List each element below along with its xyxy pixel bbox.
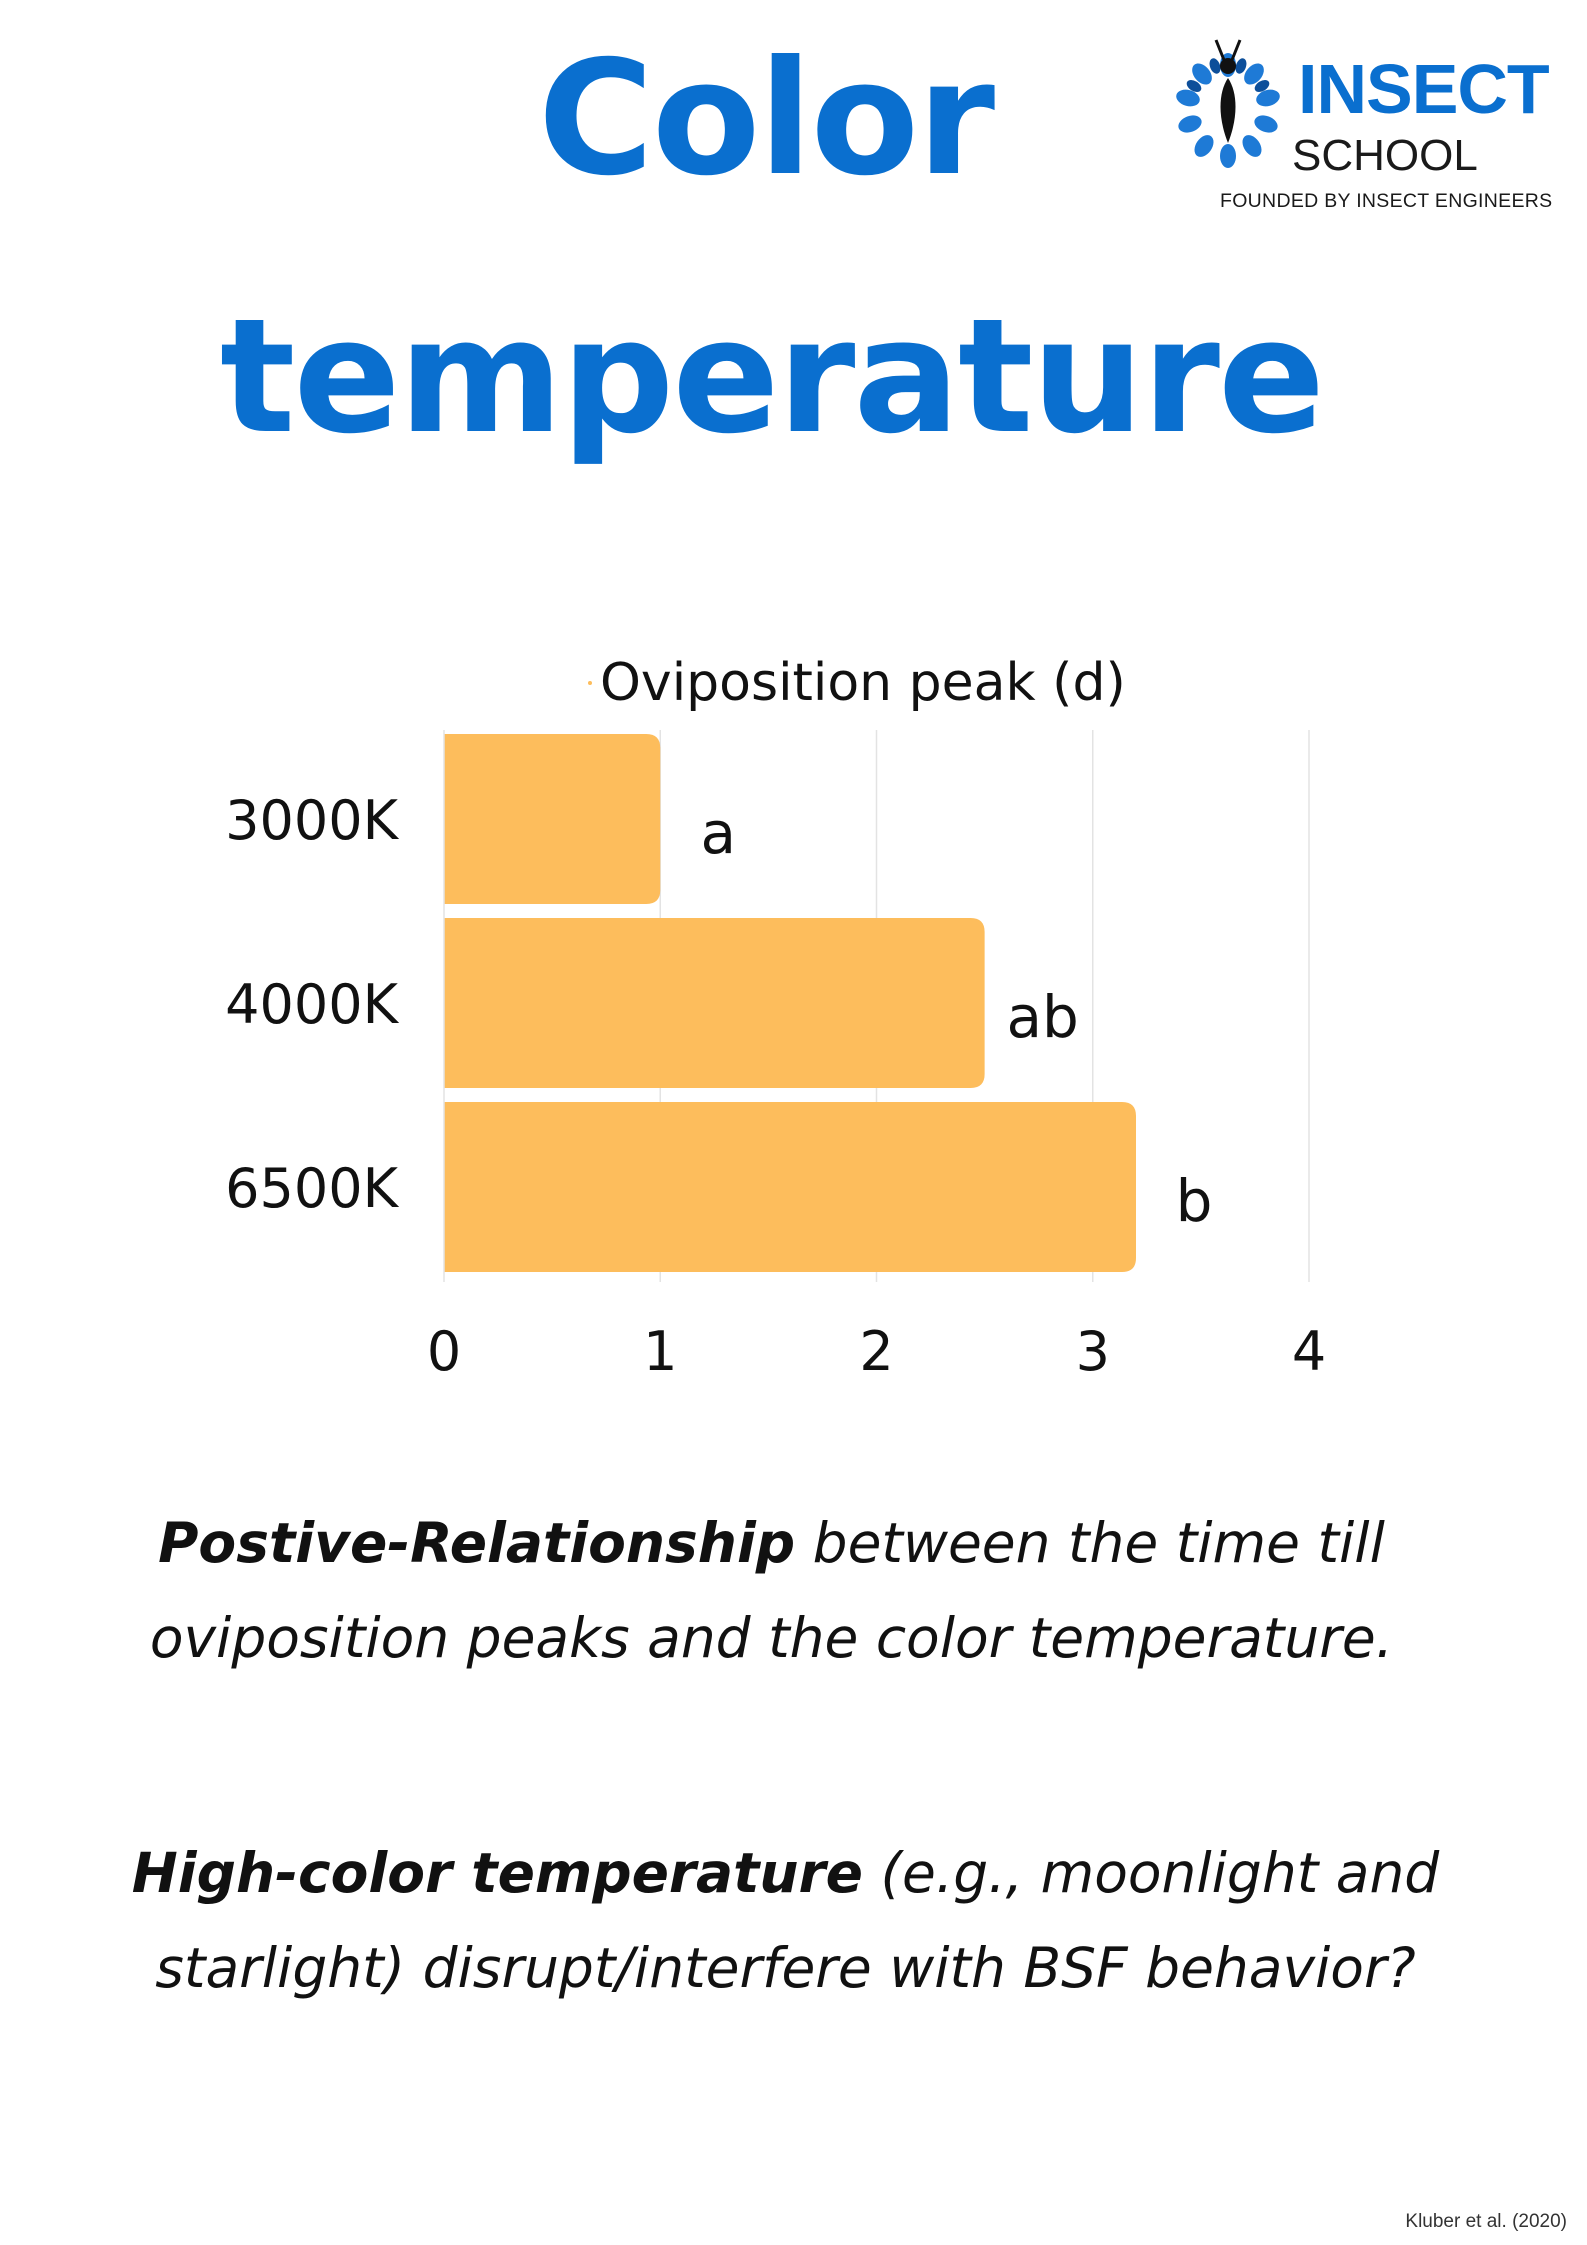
data-label: b	[1176, 1167, 1213, 1235]
bar-4000K	[444, 918, 985, 1088]
insect-school-logo: INSECT SCHOOL FOUNDED BY INSECT ENGINEER…	[1158, 18, 1578, 218]
category-label: 4000K	[225, 973, 399, 1036]
data-label: ab	[1006, 983, 1078, 1051]
category-label: 3000K	[225, 789, 399, 852]
note-2-emphasis: High-color temperature	[131, 1841, 863, 1905]
category-label: 6500K	[225, 1157, 399, 1220]
note-2-text-a: (e.g., moonlight and	[863, 1841, 1440, 1905]
page-title-line-2: temperature	[219, 285, 1325, 469]
note-1-text-a: between the time till	[795, 1511, 1385, 1575]
bar-6500K	[444, 1102, 1136, 1272]
x-tick-label: 4	[1292, 1320, 1326, 1380]
legend-label: Oviposition peak (d)	[600, 653, 1126, 713]
finding-note-1: Postive-Relationship between the time ti…	[0, 1496, 1565, 1686]
x-tick-label: 3	[1076, 1320, 1110, 1380]
page-title-line-1: Color	[537, 27, 995, 211]
logo-school-text: SCHOOL	[1292, 131, 1478, 180]
logo-tagline: FOUNDED BY INSECT ENGINEERS	[1220, 190, 1553, 212]
x-tick-label: 1	[643, 1320, 677, 1380]
citation: Kluber et al. (2020)	[1405, 2211, 1567, 2232]
data-label: a	[700, 799, 736, 867]
oviposition-bar-chart: Oviposition peak (d) 3000K a 4000K ab 6500K b 0…	[225, 653, 1326, 1380]
fly-icon	[1176, 39, 1280, 168]
note-1-text-b: oviposition peaks and the color temperat…	[149, 1606, 1394, 1670]
bar-3000K	[444, 734, 661, 904]
logo-wordmark: INSECT	[1298, 50, 1550, 128]
x-tick-label: 0	[427, 1320, 461, 1380]
x-tick-label: 2	[859, 1320, 893, 1380]
note-1-emphasis: Postive-Relationship	[158, 1511, 796, 1575]
legend-swatch	[588, 681, 592, 685]
note-2-text-b: starlight) disrupt/interfere with BSF be…	[155, 1936, 1416, 2000]
finding-note-2: High-color temperature (e.g., moonlight …	[0, 1826, 1579, 2016]
